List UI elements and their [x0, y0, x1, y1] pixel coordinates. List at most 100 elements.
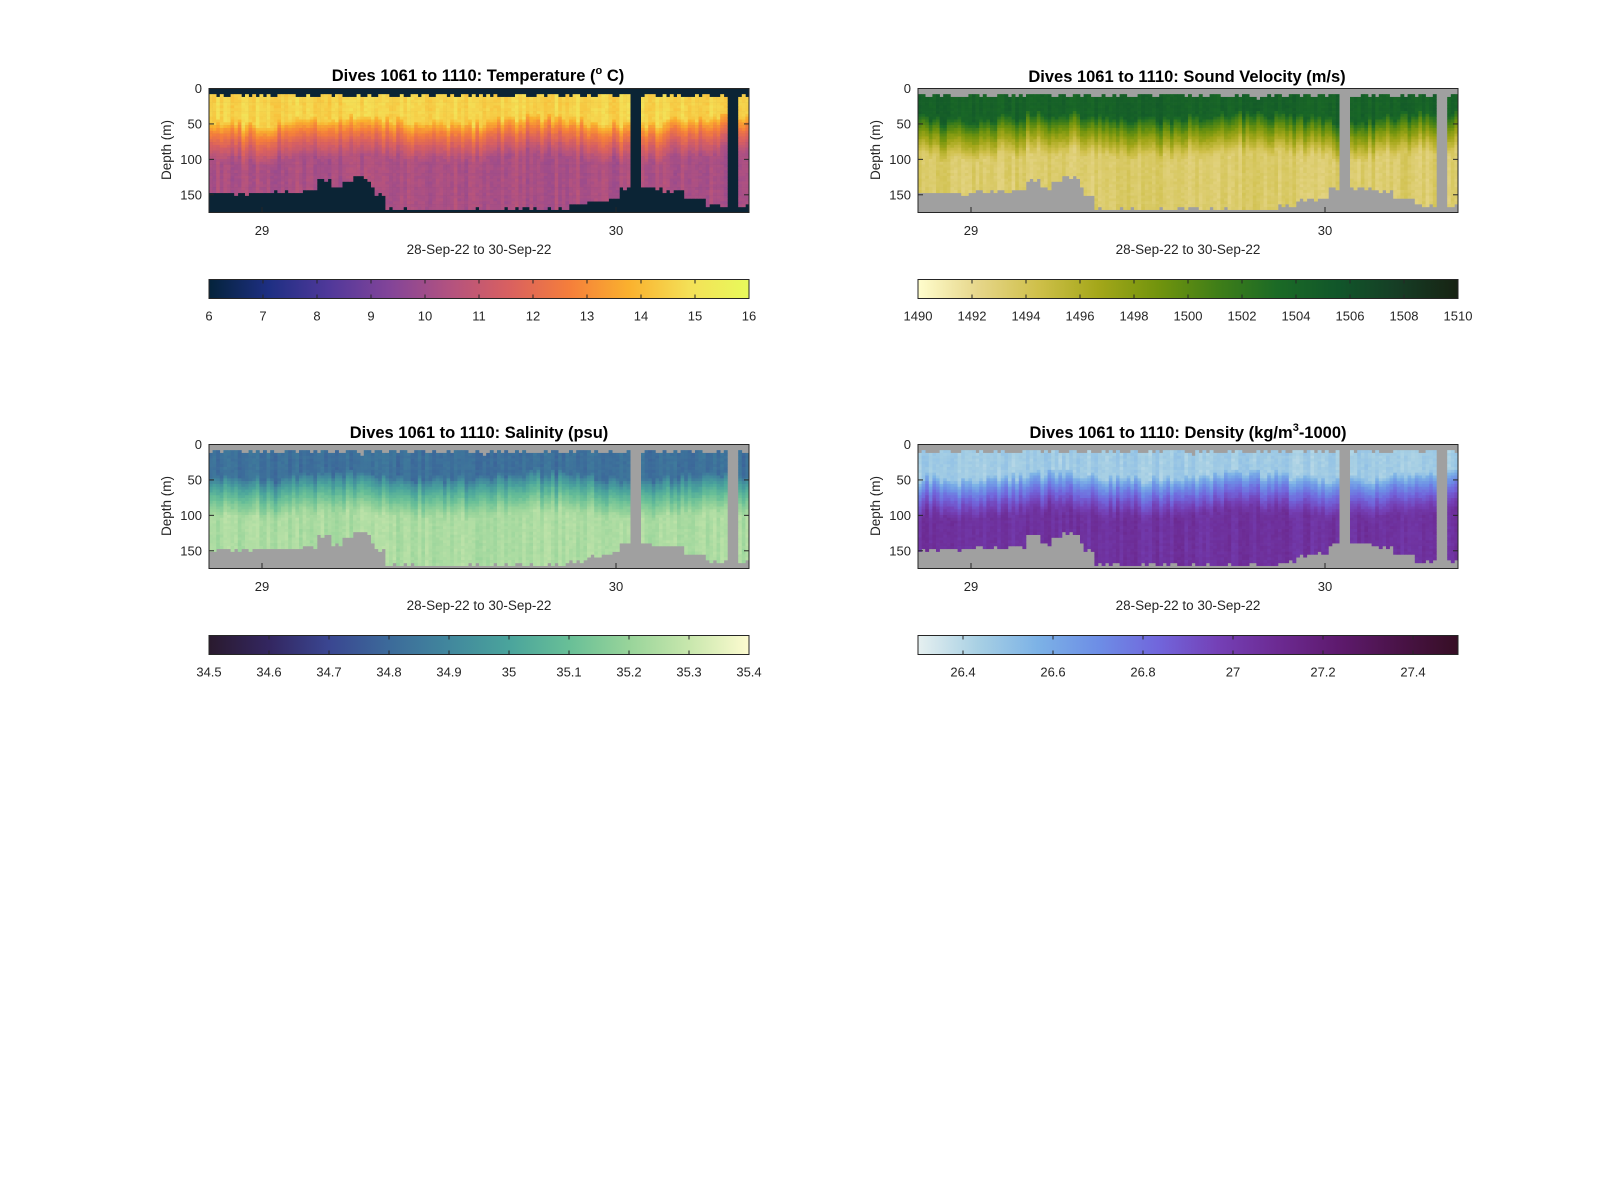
heatmap-cell	[428, 130, 433, 134]
heatmap-cell	[450, 113, 455, 117]
heatmap-cell	[482, 164, 487, 168]
heatmap-cell	[378, 178, 383, 182]
heatmap-cell	[471, 156, 476, 160]
heatmap-cell	[666, 116, 671, 120]
heatmap-cell	[464, 113, 469, 117]
heatmap-cell	[709, 175, 714, 179]
heatmap-cell	[641, 178, 645, 182]
heatmap-cell	[551, 108, 555, 112]
heatmap-cell	[399, 158, 404, 163]
heatmap-cell	[475, 116, 480, 120]
heatmap-cell	[525, 127, 530, 132]
heatmap-cell	[612, 102, 617, 106]
heatmap-cell	[252, 113, 257, 117]
heatmap-cell	[338, 144, 343, 148]
heatmap-cell	[374, 156, 379, 160]
heatmap-cell	[414, 170, 419, 174]
heatmap-cell	[432, 136, 437, 140]
heatmap-cell	[619, 122, 624, 126]
heatmap-cell	[695, 173, 699, 177]
heatmap-cell	[457, 139, 462, 143]
heatmap-cell	[457, 167, 462, 171]
heatmap-cell	[464, 139, 469, 143]
heatmap-cell	[504, 184, 509, 188]
heatmap-cell	[579, 158, 584, 163]
heatmap-cell	[461, 102, 465, 106]
heatmap-cell	[446, 139, 451, 143]
heatmap-cell	[705, 127, 710, 132]
heatmap-cell	[522, 116, 527, 120]
heatmap-cell	[270, 116, 275, 120]
heatmap-cell	[410, 161, 415, 165]
heatmap-cell	[623, 178, 627, 182]
heatmap-cell	[702, 122, 707, 126]
heatmap-cell	[608, 189, 613, 194]
heatmap-cell	[482, 108, 487, 112]
heatmap-cell	[705, 173, 710, 177]
heatmap-cell	[597, 150, 602, 154]
heatmap-cell	[374, 164, 379, 168]
heatmap-cell	[324, 178, 329, 182]
heatmap-cell	[583, 102, 588, 106]
heatmap-cell	[302, 130, 307, 134]
heatmap-cell	[284, 122, 289, 126]
heatmap-cell	[705, 150, 710, 154]
heatmap-cell	[378, 142, 383, 146]
heatmap-cell	[345, 147, 350, 151]
heatmap-cell	[569, 113, 573, 117]
heatmap-cell	[601, 184, 606, 188]
heatmap-cell	[687, 167, 692, 171]
heatmap-cell	[446, 156, 451, 160]
heatmap-cell	[263, 184, 267, 188]
heatmap-cell	[525, 195, 530, 199]
heatmap-cell	[684, 192, 689, 196]
heatmap-cell	[666, 113, 671, 117]
heatmap-cell	[504, 170, 509, 174]
heatmap-cell	[302, 184, 307, 188]
heatmap-cell	[500, 122, 505, 126]
heatmap-cell	[540, 116, 545, 120]
heatmap-cell	[291, 125, 296, 129]
heatmap-cell	[407, 133, 411, 137]
heatmap-cell	[536, 96, 541, 101]
heatmap-cell	[619, 116, 624, 120]
heatmap-cell	[482, 195, 487, 199]
heatmap-cell	[270, 150, 275, 154]
heatmap-cell	[558, 189, 563, 194]
heatmap-cell	[306, 99, 311, 103]
heatmap-cell	[374, 181, 379, 185]
heatmap-cell	[241, 139, 246, 143]
heatmap-cell	[425, 144, 429, 148]
heatmap-cell	[705, 204, 710, 208]
heatmap-cell	[565, 198, 570, 202]
heatmap-cell	[349, 122, 354, 126]
heatmap-cell	[558, 158, 563, 163]
heatmap-cell	[493, 181, 498, 185]
heatmap-cell	[493, 127, 498, 132]
heatmap-cell	[428, 156, 433, 160]
heatmap-cell	[263, 113, 267, 117]
heatmap-cell	[605, 150, 609, 154]
heatmap-cell	[695, 133, 699, 137]
heatmap-cell	[407, 184, 411, 188]
heatmap-cell	[327, 175, 332, 179]
heatmap-cell	[507, 111, 512, 115]
heatmap-cell	[543, 144, 548, 148]
heatmap-cell	[399, 156, 404, 160]
heatmap-cell	[597, 130, 602, 134]
heatmap-cell	[619, 173, 624, 177]
heatmap-cell	[446, 201, 451, 205]
heatmap-cell	[302, 96, 307, 101]
heatmap-cell	[576, 127, 581, 132]
heatmap-cell	[579, 173, 584, 177]
heatmap-cell	[392, 198, 397, 202]
heatmap-cell	[673, 170, 678, 174]
heatmap-cell	[331, 142, 336, 146]
heatmap-cell	[518, 136, 523, 140]
heatmap-cell	[270, 187, 275, 191]
heatmap-cell	[597, 139, 602, 143]
heatmap-cell	[464, 116, 469, 120]
heatmap-cell	[522, 122, 527, 126]
heatmap-cell	[705, 111, 710, 115]
heatmap-cell	[641, 96, 645, 101]
